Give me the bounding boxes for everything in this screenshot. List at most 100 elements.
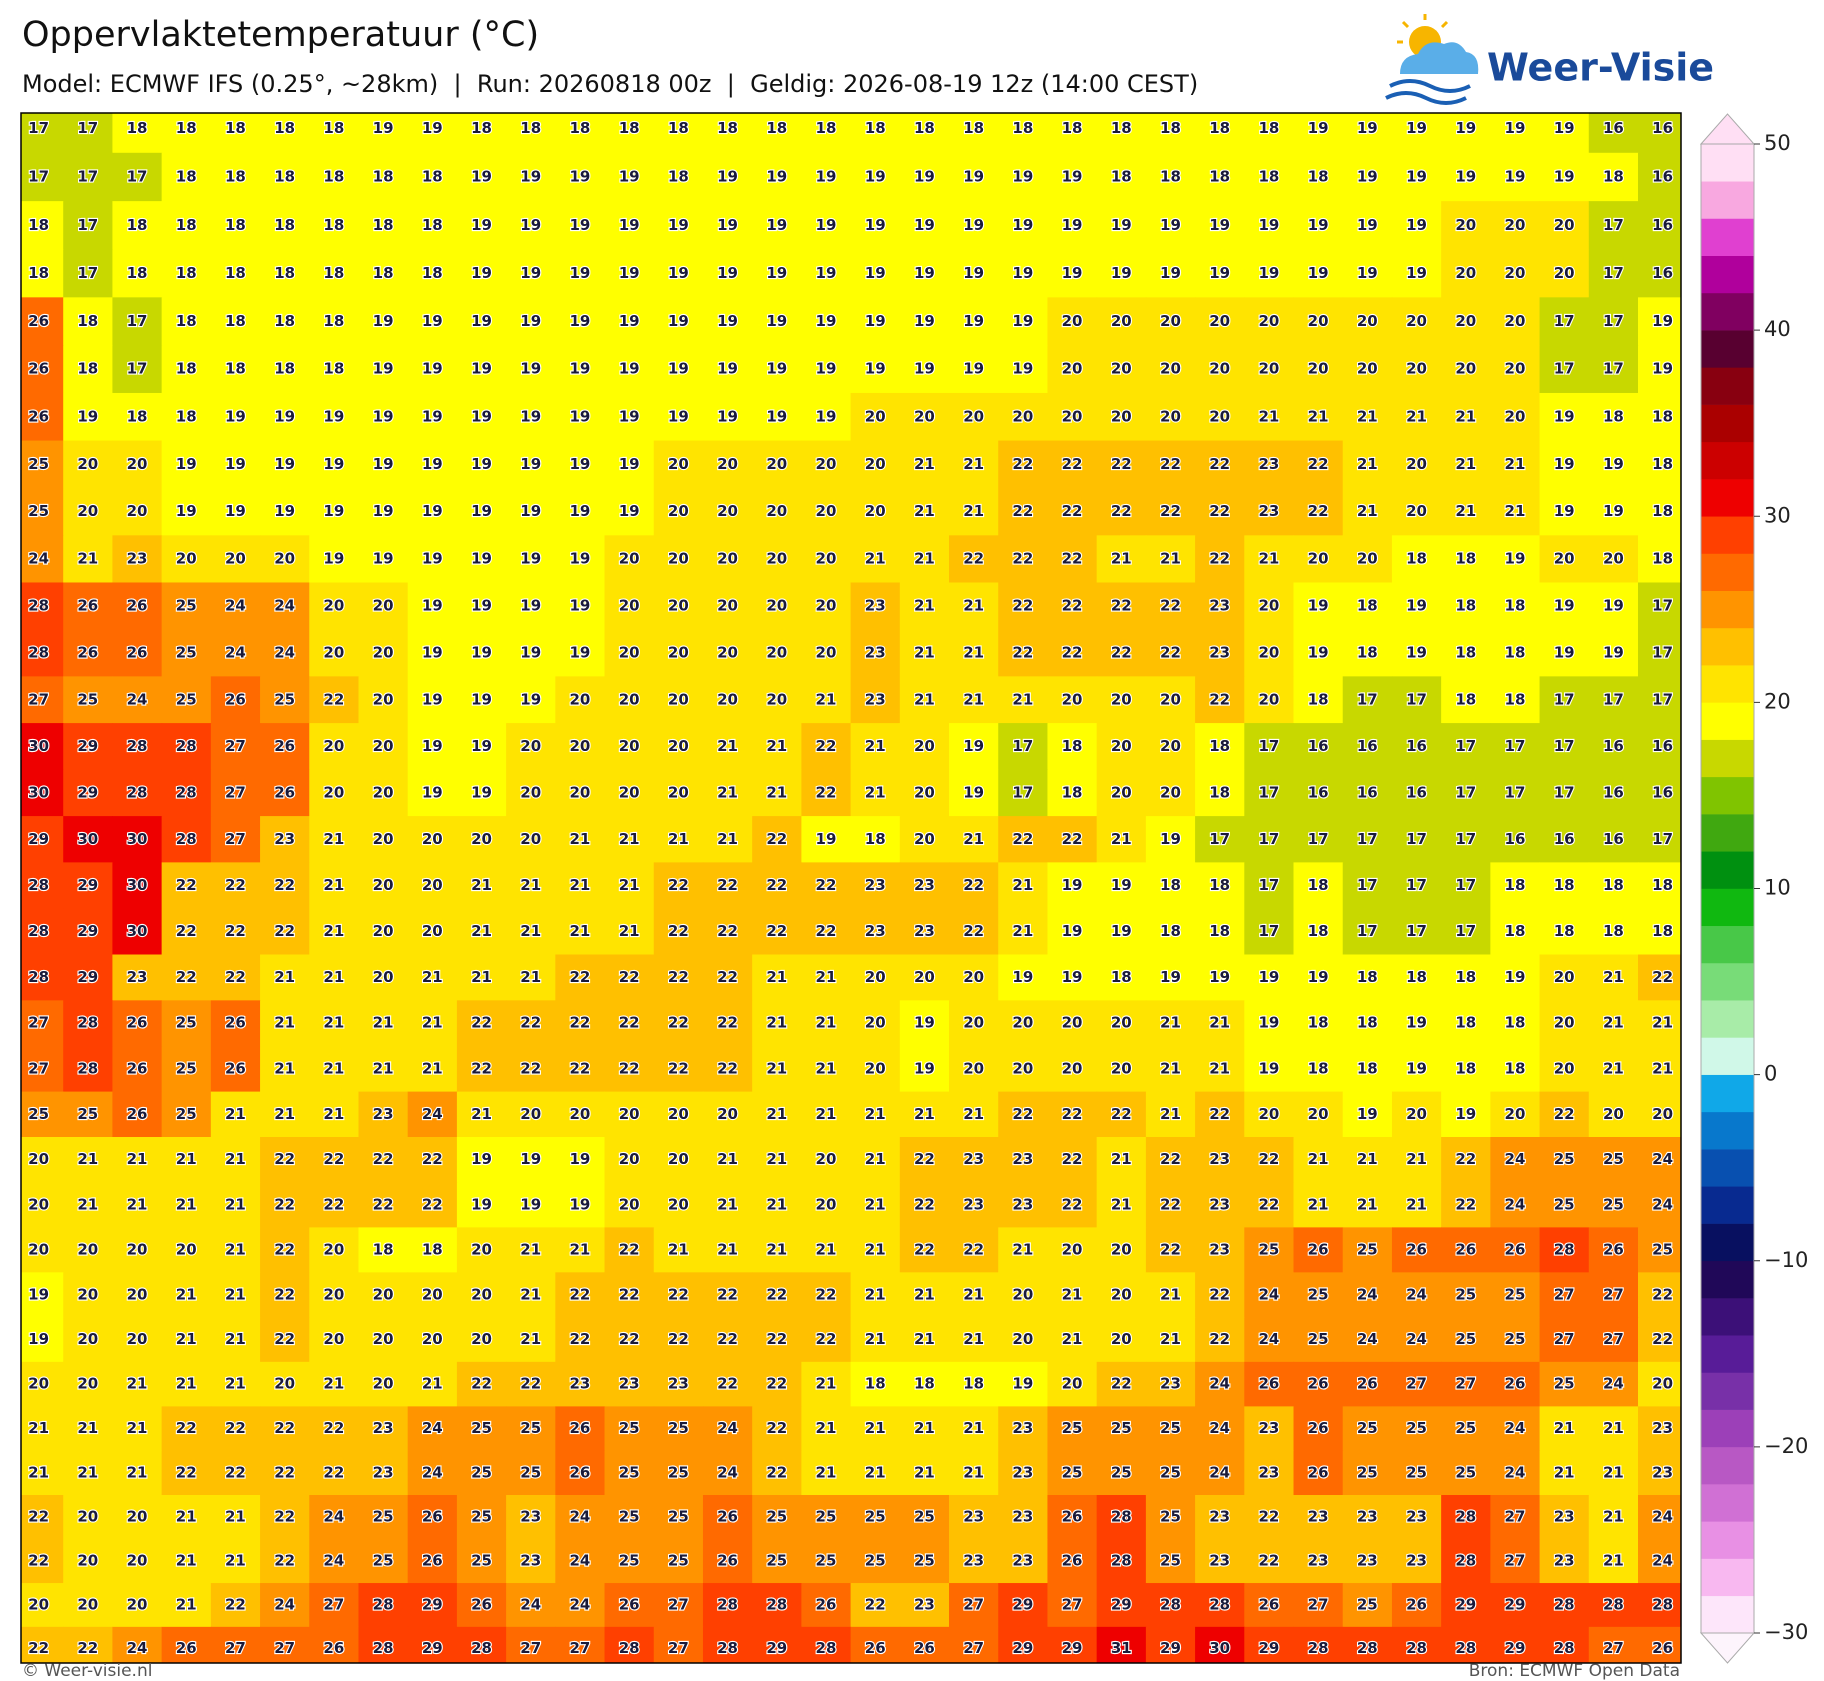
field-cell (604, 1361, 655, 1407)
temperature-value: 22 (1258, 1195, 1279, 1213)
field-cell (1391, 862, 1442, 910)
temperature-value: 19 (373, 502, 394, 520)
temperature-value: 18 (225, 216, 246, 234)
field-cell (63, 488, 113, 536)
temperature-value: 19 (1160, 830, 1181, 848)
title: Oppervlaktetemperatuur (°C) (22, 15, 539, 55)
temperature-value: 19 (1554, 407, 1575, 425)
temperature-value: 19 (520, 597, 541, 615)
field-cell (456, 862, 507, 910)
temperature-value: 22 (1209, 502, 1230, 520)
field-cell (1490, 392, 1541, 442)
field-cell (1145, 769, 1196, 817)
field-cell (998, 249, 1048, 298)
field-cell (1293, 1272, 1344, 1318)
temperature-value: 18 (1209, 922, 1230, 940)
field-cell (1244, 1361, 1295, 1407)
colorbar-swatch (1701, 330, 1754, 368)
field-cell (1244, 345, 1295, 394)
field-cell (1244, 1046, 1295, 1093)
temperature-value: 18 (422, 216, 443, 234)
colorbar-swatch (1701, 1297, 1754, 1336)
field-cell (21, 862, 64, 910)
field-cell (1195, 535, 1245, 583)
temperature-value: 25 (520, 1419, 541, 1437)
field-cell (21, 816, 64, 863)
field-cell (1539, 676, 1590, 724)
field-cell (653, 152, 704, 202)
field-cell (1047, 249, 1098, 298)
field-cell (456, 1626, 507, 1663)
field-cell (456, 1406, 507, 1452)
field-cell (1588, 1406, 1639, 1452)
field-cell (702, 862, 753, 910)
temperature-value: 23 (1357, 1508, 1378, 1526)
temperature-value: 20 (766, 502, 787, 520)
field-cell (456, 1539, 507, 1584)
temperature-value: 17 (1258, 830, 1279, 848)
temperature-value: 21 (963, 1105, 984, 1123)
field-cell (1293, 676, 1344, 724)
temperature-value: 24 (274, 1595, 295, 1613)
temperature-value: 19 (1652, 360, 1673, 378)
temperature-value: 21 (127, 1195, 148, 1213)
temperature-value: 21 (323, 1375, 344, 1393)
temperature-value: 20 (520, 1105, 541, 1123)
field-cell (555, 488, 606, 536)
temperature-value: 22 (225, 1463, 246, 1481)
field-cell (1047, 1227, 1098, 1273)
temperature-value: 18 (373, 216, 394, 234)
field-cell (161, 1091, 212, 1138)
field-cell (1441, 535, 1491, 583)
temperature-value: 20 (963, 1014, 984, 1032)
colorbar-swatch (1701, 1558, 1754, 1597)
colorbar-swatch (1701, 776, 1754, 815)
temperature-value: 22 (274, 922, 295, 940)
temperature-value: 20 (1062, 312, 1083, 330)
field-cell (21, 249, 64, 298)
temperature-value: 20 (1603, 549, 1624, 567)
field-cell (1539, 345, 1590, 394)
field-cell (604, 488, 655, 536)
temperature-value: 28 (1554, 1595, 1575, 1613)
temperature-value: 19 (963, 264, 984, 282)
temperature-value: 19 (471, 549, 492, 567)
temperature-value: 26 (1062, 1552, 1083, 1570)
field-cell (161, 1000, 212, 1047)
temperature-value: 26 (127, 1105, 148, 1123)
field-cell (1588, 1091, 1639, 1138)
temperature-value: 28 (176, 737, 197, 755)
field-cell (210, 723, 261, 771)
temperature-value: 26 (619, 1595, 640, 1613)
field-cell (1342, 629, 1393, 677)
temperature-value: 21 (1357, 1195, 1378, 1213)
temperature-value: 24 (1652, 1195, 1673, 1213)
temperature-value: 21 (914, 549, 935, 567)
temperature-value: 20 (1406, 455, 1427, 473)
temperature-value: 18 (668, 119, 689, 137)
temperature-value: 21 (176, 1195, 197, 1213)
temperature-value: 21 (520, 968, 541, 986)
field-cell (1047, 1000, 1098, 1047)
field-cell (161, 535, 212, 583)
temperature-value: 28 (28, 597, 49, 615)
field-cell (702, 582, 753, 630)
temperature-value: 19 (914, 1014, 935, 1032)
field-cell (210, 908, 261, 956)
field-cell (260, 629, 310, 677)
temperature-value: 20 (373, 597, 394, 615)
field-cell (899, 201, 950, 250)
temperature-value: 21 (1603, 1014, 1624, 1032)
field-cell (1588, 1272, 1639, 1318)
temperature-value: 25 (77, 690, 98, 708)
temperature-value: 20 (619, 597, 640, 615)
temperature-value: 21 (1652, 1014, 1673, 1032)
field-cell (1490, 113, 1541, 154)
field-cell (1342, 1182, 1393, 1228)
temperature-value: 21 (1406, 407, 1427, 425)
temperature-value: 22 (422, 1195, 443, 1213)
temperature-value: 21 (1209, 1059, 1230, 1077)
field-cell (949, 1000, 999, 1047)
temperature-value: 19 (1308, 968, 1329, 986)
field-cell (1244, 249, 1295, 298)
